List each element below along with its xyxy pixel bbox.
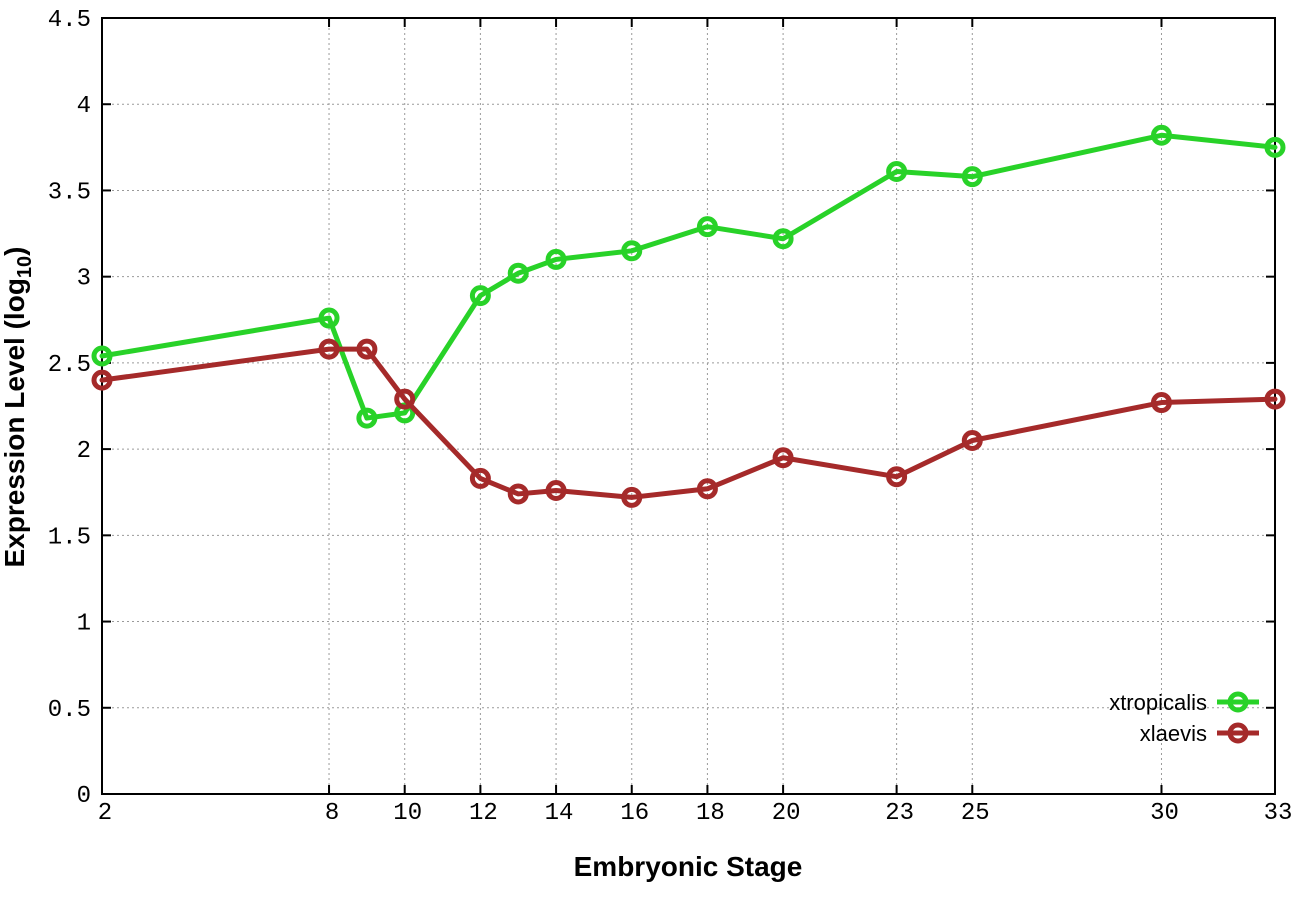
data-point-marker-xlaevis [545,479,567,501]
legend-label-xtropicalis: xtropicalis [1109,690,1207,715]
x-tick-label: 14 [545,800,574,827]
data-point-marker-xlaevis [356,338,378,360]
y-axis-title-subscript: 10 [14,256,36,278]
x-tick-label: 2 [98,800,112,827]
legend: xtropicalis xlaevis [1109,690,1259,746]
x-tick-label: 33 [1264,800,1293,827]
data-point-marker-xlaevis [621,486,643,508]
y-tick-label: 3 [77,266,91,293]
plot-content: 0 0.5 1 1.5 2 2.5 3 3.5 4 4.5 2 8 10 12 14 16 18 20 23 25 30… [48,7,1293,827]
axis-ticks [101,17,1276,795]
data-point-marker-xlaevis [1264,388,1286,410]
x-tick-label: 25 [961,800,990,827]
x-tick-label: 8 [325,800,339,827]
x-axis-title: Embryonic Stage [574,851,803,882]
y-tick-label: 2.5 [48,352,91,379]
y-tick-label: 4.5 [48,7,91,34]
y-tick-label: 4 [77,93,91,120]
data-point-marker-xlaevis [469,467,491,489]
y-tick-label: 0.5 [48,697,91,724]
legend-label-xlaevis: xlaevis [1140,721,1207,746]
legend-marker-xlaevis [1227,722,1249,744]
series-xlaevis [91,338,1286,508]
series-xtropicalis [91,124,1286,429]
data-point-marker-xtropicalis [772,228,794,250]
x-tick-label: 23 [885,800,914,827]
data-point-marker-xtropicalis [356,407,378,429]
data-point-marker-xlaevis [696,478,718,500]
y-tick-label: 0 [77,783,91,810]
data-point-marker-xlaevis [318,338,340,360]
data-point-marker-xlaevis [91,369,113,391]
data-point-marker-xtropicalis [1264,136,1286,158]
data-point-marker-xtropicalis [621,240,643,262]
data-point-marker-xlaevis [886,466,908,488]
plot-border [101,17,1276,795]
x-tick-label: 16 [620,800,649,827]
data-point-marker-xtropicalis [696,216,718,238]
data-point-marker-xtropicalis [1150,124,1172,146]
data-point-marker-xtropicalis [507,262,529,284]
legend-item-xtropicalis: xtropicalis [1109,690,1259,715]
data-point-marker-xlaevis [394,388,416,410]
data-point-marker-xtropicalis [545,248,567,270]
data-point-marker-xtropicalis [318,307,340,329]
data-point-marker-xtropicalis [961,166,983,188]
y-tick-label: 1.5 [48,524,91,551]
data-point-marker-xlaevis [772,447,794,469]
data-point-marker-xlaevis [507,483,529,505]
data-point-marker-xtropicalis [91,345,113,367]
y-axis-title-suffix: ) [0,247,30,256]
data-point-marker-xtropicalis [886,160,908,182]
series-line-xlaevis [99,346,1278,500]
gridlines [102,18,1275,794]
y-tick-label: 3.5 [48,179,91,206]
x-tick-label: 20 [772,800,801,827]
x-tick-label: 18 [696,800,725,827]
legend-item-xlaevis: xlaevis [1140,721,1259,746]
data-point-marker-xlaevis [1150,392,1172,414]
y-tick-label: 2 [77,438,91,465]
x-tick-label: 30 [1150,800,1179,827]
y-axis-title-text: Expression Level (log [0,278,30,567]
tick-labels: 0 0.5 1 1.5 2 2.5 3 3.5 4 4.5 2 8 10 12 14 16 18 20 23 25 30… [48,7,1293,827]
x-tick-label: 10 [393,800,422,827]
x-tick-label: 12 [469,800,498,827]
legend-marker-xtropicalis [1227,691,1249,713]
data-point-marker-xlaevis [961,429,983,451]
y-axis-title: Expression Level (log10) [0,247,36,568]
data-point-marker-xtropicalis [469,285,491,307]
y-tick-label: 1 [77,611,91,638]
